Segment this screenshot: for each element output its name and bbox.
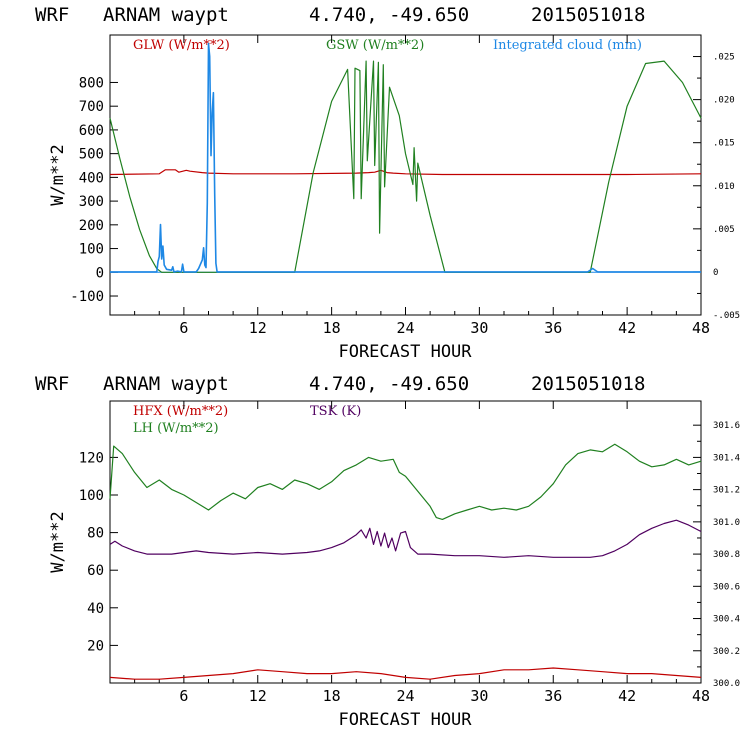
y-tick-label: 200 xyxy=(79,218,104,234)
series-lines xyxy=(109,42,702,273)
y2-tick-label: 0 xyxy=(713,268,718,278)
coords-label: 4.740, -49.650 xyxy=(309,373,469,395)
series-integrated-cloud xyxy=(110,42,701,273)
plot-frame xyxy=(109,400,702,684)
model-label: WRF xyxy=(35,373,69,395)
x-tick-label: 42 xyxy=(618,687,636,705)
run-label: 2015051018 xyxy=(531,4,645,26)
legend: GLW (W/m**2) GSW (W/m**2) Integrated clo… xyxy=(133,38,642,53)
y-tick-label: 80 xyxy=(87,526,104,542)
legend: HFX (W/m**2) LH (W/m**2) TSK (K) xyxy=(133,404,361,436)
y2-tick-label: 301.6 xyxy=(713,421,740,431)
y-tick-label: 0 xyxy=(96,265,104,281)
y2-tick-label: 300.6 xyxy=(713,582,740,592)
x-tick-label: 12 xyxy=(249,687,267,705)
x-tick-label: 42 xyxy=(618,319,636,337)
legend-tsk: TSK (K) xyxy=(310,404,361,419)
y2-tick-label: -.005 xyxy=(713,311,740,321)
site-label: ARNAM waypt xyxy=(103,4,229,26)
y-tick-label: 20 xyxy=(87,638,104,654)
x-axis-label: FORECAST HOUR xyxy=(338,710,472,730)
y-tick-label: 500 xyxy=(79,147,104,163)
series-lh xyxy=(109,443,702,521)
panel-2-header: WRF ARNAM waypt 4.740, -49.650 201505101… xyxy=(35,373,645,395)
radiation-cloud-panel: WRF ARNAM waypt 4.740, -49.650 201505101… xyxy=(35,4,740,362)
y2-tick-label: .010 xyxy=(713,182,735,192)
y2-tick-label: .025 xyxy=(713,53,735,63)
y-tick-label: 40 xyxy=(87,601,104,617)
y-tick-label: 800 xyxy=(79,75,104,91)
y-tick-label: 100 xyxy=(79,242,104,258)
x-tick-label: 48 xyxy=(692,319,710,337)
legend-glw: GLW (W/m**2) xyxy=(133,38,230,53)
y2-tick-label: 301.4 xyxy=(713,453,740,463)
x-tick-label: 24 xyxy=(396,687,414,705)
y2-tick-label: 300.0 xyxy=(713,679,740,689)
x-tick-label: 36 xyxy=(544,687,562,705)
y-tick-label: 700 xyxy=(79,99,104,115)
y2-tick-label: .005 xyxy=(713,225,735,235)
x-tick-label: 24 xyxy=(396,319,414,337)
x-tick-label: 36 xyxy=(544,319,562,337)
y-tick-label: 300 xyxy=(79,194,104,210)
model-label: WRF xyxy=(35,4,69,26)
flux-tsk-panel: WRF ARNAM waypt 4.740, -49.650 201505101… xyxy=(35,373,740,730)
y-tick-label: 600 xyxy=(79,123,104,139)
y-axis-label: W/m**2 xyxy=(48,144,68,205)
series-lines xyxy=(109,443,702,680)
y2-tick-label: .015 xyxy=(713,139,735,149)
series-tsk xyxy=(109,519,702,558)
axis-ticks: 6 12 18 24 30 36 42 48 20 40 60 80 100 120 300.0 300.2 3… xyxy=(79,401,740,705)
x-tick-label: 18 xyxy=(323,687,341,705)
legend-gsw: GSW (W/m**2) xyxy=(326,38,424,53)
series-gsw xyxy=(109,60,702,273)
y-tick-label: 120 xyxy=(79,450,104,466)
axis-ticks: 6 12 18 24 30 36 42 48 -100 0 100 200 300 400 500 600 70… xyxy=(70,35,740,337)
coords-label: 4.740, -49.650 xyxy=(309,4,469,26)
y2-tick-label: 300.8 xyxy=(713,550,740,560)
run-label: 2015051018 xyxy=(531,373,645,395)
x-tick-label: 30 xyxy=(470,687,488,705)
x-tick-label: 12 xyxy=(249,319,267,337)
y2-tick-label: .020 xyxy=(713,96,735,106)
y-tick-label: 100 xyxy=(79,488,104,504)
legend-lh: LH (W/m**2) xyxy=(133,421,219,436)
y2-tick-label: 300.4 xyxy=(713,615,740,625)
x-axis-label: FORECAST HOUR xyxy=(338,342,472,362)
y2-tick-label: 301.0 xyxy=(713,518,740,528)
legend-cloud: Integrated cloud (mm) xyxy=(493,38,642,53)
series-glw xyxy=(109,169,702,176)
y-tick-label: -100 xyxy=(70,289,104,305)
x-tick-label: 18 xyxy=(323,319,341,337)
site-label: ARNAM waypt xyxy=(103,373,229,395)
y2-tick-label: 300.2 xyxy=(713,647,740,657)
series-hfx xyxy=(109,667,702,680)
x-tick-label: 30 xyxy=(470,319,488,337)
x-tick-label: 6 xyxy=(179,687,188,705)
y-tick-label: 400 xyxy=(79,170,104,186)
y-axis-label: W/m**2 xyxy=(48,511,68,572)
panel-1-header: WRF ARNAM waypt 4.740, -49.650 201505101… xyxy=(35,4,645,26)
legend-hfx: HFX (W/m**2) xyxy=(133,404,228,419)
y2-tick-label: 301.2 xyxy=(713,486,740,496)
y-tick-label: 60 xyxy=(87,563,104,579)
x-tick-label: 48 xyxy=(692,687,710,705)
x-tick-label: 6 xyxy=(179,319,188,337)
